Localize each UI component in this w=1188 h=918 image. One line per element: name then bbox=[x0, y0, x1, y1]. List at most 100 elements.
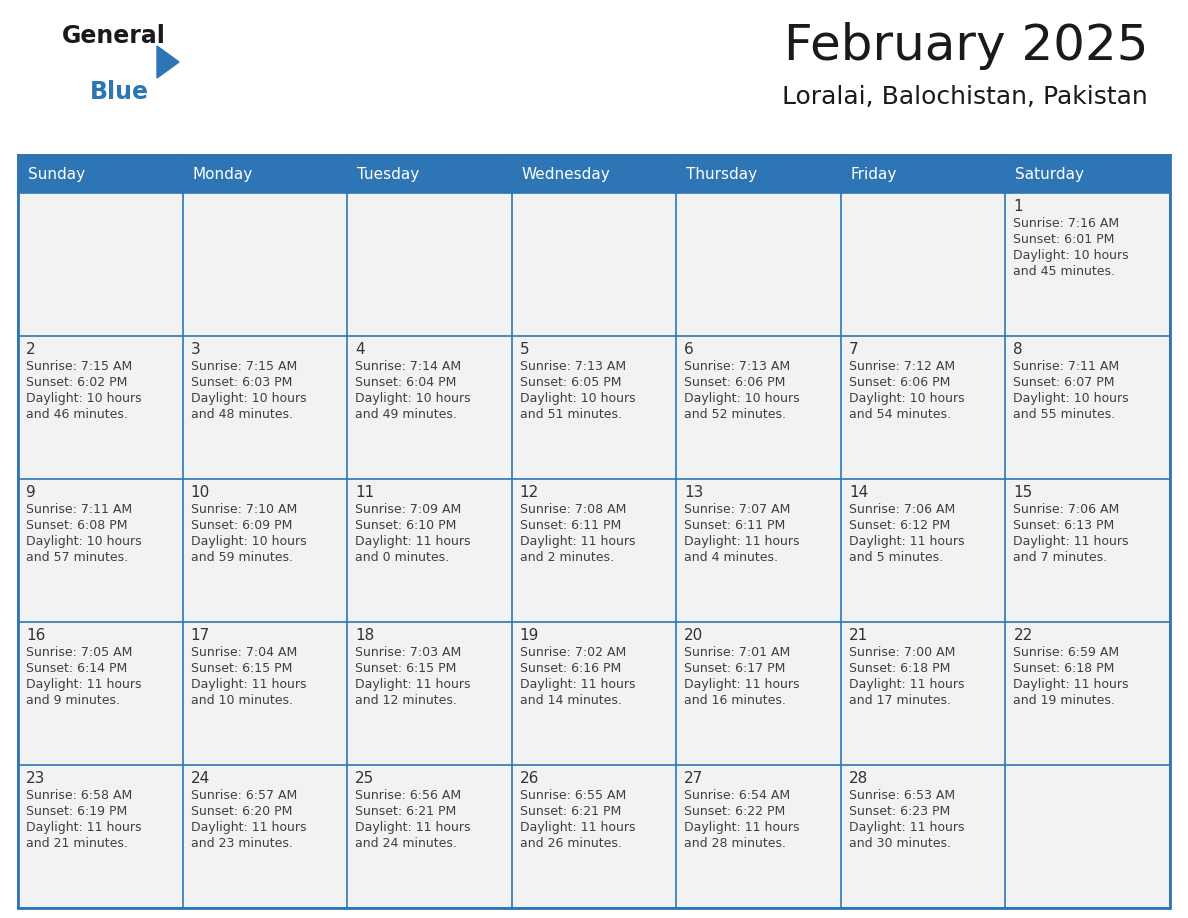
Text: Daylight: 10 hours: Daylight: 10 hours bbox=[1013, 392, 1129, 405]
Text: 25: 25 bbox=[355, 771, 374, 786]
Text: Sunrise: 7:01 AM: Sunrise: 7:01 AM bbox=[684, 646, 790, 659]
Bar bbox=[676, 193, 841, 336]
Text: Daylight: 11 hours: Daylight: 11 hours bbox=[684, 678, 800, 691]
Text: Sunrise: 6:56 AM: Sunrise: 6:56 AM bbox=[355, 789, 461, 802]
Text: Daylight: 11 hours: Daylight: 11 hours bbox=[684, 535, 800, 548]
Bar bbox=[1005, 622, 1170, 765]
Bar bbox=[347, 765, 512, 908]
Bar bbox=[18, 479, 183, 622]
Text: 16: 16 bbox=[26, 628, 45, 643]
Text: 10: 10 bbox=[190, 485, 210, 500]
Text: 7: 7 bbox=[849, 342, 859, 357]
Text: 20: 20 bbox=[684, 628, 703, 643]
Text: Sunset: 6:14 PM: Sunset: 6:14 PM bbox=[26, 662, 127, 675]
Text: Daylight: 10 hours: Daylight: 10 hours bbox=[684, 392, 800, 405]
Text: Sunset: 6:18 PM: Sunset: 6:18 PM bbox=[1013, 662, 1114, 675]
Text: 24: 24 bbox=[190, 771, 210, 786]
Text: Sunrise: 7:09 AM: Sunrise: 7:09 AM bbox=[355, 503, 461, 516]
Bar bbox=[676, 765, 841, 908]
Text: and 55 minutes.: and 55 minutes. bbox=[1013, 408, 1116, 421]
Text: 22: 22 bbox=[1013, 628, 1032, 643]
Text: 3: 3 bbox=[190, 342, 201, 357]
Text: and 46 minutes.: and 46 minutes. bbox=[26, 408, 128, 421]
Text: and 30 minutes.: and 30 minutes. bbox=[849, 837, 950, 850]
Text: Sunrise: 6:55 AM: Sunrise: 6:55 AM bbox=[519, 789, 626, 802]
Text: Daylight: 11 hours: Daylight: 11 hours bbox=[26, 821, 141, 834]
Text: 11: 11 bbox=[355, 485, 374, 500]
Text: Sunrise: 6:57 AM: Sunrise: 6:57 AM bbox=[190, 789, 297, 802]
Bar bbox=[18, 193, 183, 336]
Text: and 28 minutes.: and 28 minutes. bbox=[684, 837, 786, 850]
Text: Sunset: 6:19 PM: Sunset: 6:19 PM bbox=[26, 805, 127, 818]
Text: Daylight: 11 hours: Daylight: 11 hours bbox=[519, 678, 636, 691]
Text: and 49 minutes.: and 49 minutes. bbox=[355, 408, 457, 421]
Text: Sunrise: 7:11 AM: Sunrise: 7:11 AM bbox=[1013, 360, 1119, 373]
Bar bbox=[841, 479, 1005, 622]
Text: 23: 23 bbox=[26, 771, 45, 786]
Text: Sunrise: 6:58 AM: Sunrise: 6:58 AM bbox=[26, 789, 132, 802]
Text: Sunrise: 7:06 AM: Sunrise: 7:06 AM bbox=[1013, 503, 1119, 516]
Text: Daylight: 11 hours: Daylight: 11 hours bbox=[684, 821, 800, 834]
Text: Sunrise: 7:15 AM: Sunrise: 7:15 AM bbox=[190, 360, 297, 373]
Text: and 19 minutes.: and 19 minutes. bbox=[1013, 694, 1116, 707]
Bar bbox=[183, 765, 347, 908]
Text: Monday: Monday bbox=[192, 166, 253, 182]
Text: Daylight: 11 hours: Daylight: 11 hours bbox=[355, 821, 470, 834]
Text: and 54 minutes.: and 54 minutes. bbox=[849, 408, 950, 421]
Text: Sunset: 6:21 PM: Sunset: 6:21 PM bbox=[519, 805, 621, 818]
Bar bbox=[676, 622, 841, 765]
Text: 12: 12 bbox=[519, 485, 539, 500]
Text: Sunset: 6:18 PM: Sunset: 6:18 PM bbox=[849, 662, 950, 675]
Text: Daylight: 10 hours: Daylight: 10 hours bbox=[355, 392, 470, 405]
Text: and 9 minutes.: and 9 minutes. bbox=[26, 694, 120, 707]
Text: Sunrise: 7:03 AM: Sunrise: 7:03 AM bbox=[355, 646, 461, 659]
Text: Sunset: 6:16 PM: Sunset: 6:16 PM bbox=[519, 662, 621, 675]
Text: Daylight: 11 hours: Daylight: 11 hours bbox=[849, 535, 965, 548]
Text: 9: 9 bbox=[26, 485, 36, 500]
Text: Sunrise: 7:15 AM: Sunrise: 7:15 AM bbox=[26, 360, 132, 373]
Text: and 48 minutes.: and 48 minutes. bbox=[190, 408, 292, 421]
Bar bbox=[18, 155, 1170, 193]
Text: Sunset: 6:13 PM: Sunset: 6:13 PM bbox=[1013, 519, 1114, 532]
Text: and 24 minutes.: and 24 minutes. bbox=[355, 837, 457, 850]
Text: Friday: Friday bbox=[851, 166, 897, 182]
Text: Daylight: 11 hours: Daylight: 11 hours bbox=[1013, 678, 1129, 691]
Text: Loralai, Balochistan, Pakistan: Loralai, Balochistan, Pakistan bbox=[782, 85, 1148, 109]
Text: Daylight: 11 hours: Daylight: 11 hours bbox=[190, 821, 307, 834]
Bar bbox=[1005, 336, 1170, 479]
Text: Daylight: 11 hours: Daylight: 11 hours bbox=[849, 678, 965, 691]
Text: Sunrise: 7:14 AM: Sunrise: 7:14 AM bbox=[355, 360, 461, 373]
Text: Sunset: 6:15 PM: Sunset: 6:15 PM bbox=[355, 662, 456, 675]
Bar bbox=[512, 479, 676, 622]
Text: and 5 minutes.: and 5 minutes. bbox=[849, 551, 943, 564]
Text: Sunrise: 7:11 AM: Sunrise: 7:11 AM bbox=[26, 503, 132, 516]
Text: Sunrise: 7:06 AM: Sunrise: 7:06 AM bbox=[849, 503, 955, 516]
Text: Sunset: 6:07 PM: Sunset: 6:07 PM bbox=[1013, 376, 1114, 389]
Text: and 12 minutes.: and 12 minutes. bbox=[355, 694, 457, 707]
Text: Sunrise: 7:05 AM: Sunrise: 7:05 AM bbox=[26, 646, 132, 659]
Text: Sunset: 6:09 PM: Sunset: 6:09 PM bbox=[190, 519, 292, 532]
Bar bbox=[841, 622, 1005, 765]
Bar bbox=[183, 622, 347, 765]
Text: Sunrise: 7:16 AM: Sunrise: 7:16 AM bbox=[1013, 217, 1119, 230]
Text: Sunrise: 7:04 AM: Sunrise: 7:04 AM bbox=[190, 646, 297, 659]
Bar bbox=[347, 193, 512, 336]
Bar bbox=[676, 479, 841, 622]
Text: Sunrise: 7:10 AM: Sunrise: 7:10 AM bbox=[190, 503, 297, 516]
Bar bbox=[1005, 765, 1170, 908]
Bar bbox=[347, 479, 512, 622]
Text: 17: 17 bbox=[190, 628, 210, 643]
Text: 15: 15 bbox=[1013, 485, 1032, 500]
Text: Daylight: 10 hours: Daylight: 10 hours bbox=[190, 535, 307, 548]
Text: Sunrise: 6:53 AM: Sunrise: 6:53 AM bbox=[849, 789, 955, 802]
Text: Sunset: 6:05 PM: Sunset: 6:05 PM bbox=[519, 376, 621, 389]
Text: Sunrise: 6:59 AM: Sunrise: 6:59 AM bbox=[1013, 646, 1119, 659]
Text: Daylight: 10 hours: Daylight: 10 hours bbox=[190, 392, 307, 405]
Text: 4: 4 bbox=[355, 342, 365, 357]
Bar bbox=[347, 336, 512, 479]
Text: Sunrise: 7:02 AM: Sunrise: 7:02 AM bbox=[519, 646, 626, 659]
Text: and 2 minutes.: and 2 minutes. bbox=[519, 551, 614, 564]
Bar bbox=[512, 765, 676, 908]
Text: Sunset: 6:22 PM: Sunset: 6:22 PM bbox=[684, 805, 785, 818]
Text: Sunrise: 7:00 AM: Sunrise: 7:00 AM bbox=[849, 646, 955, 659]
